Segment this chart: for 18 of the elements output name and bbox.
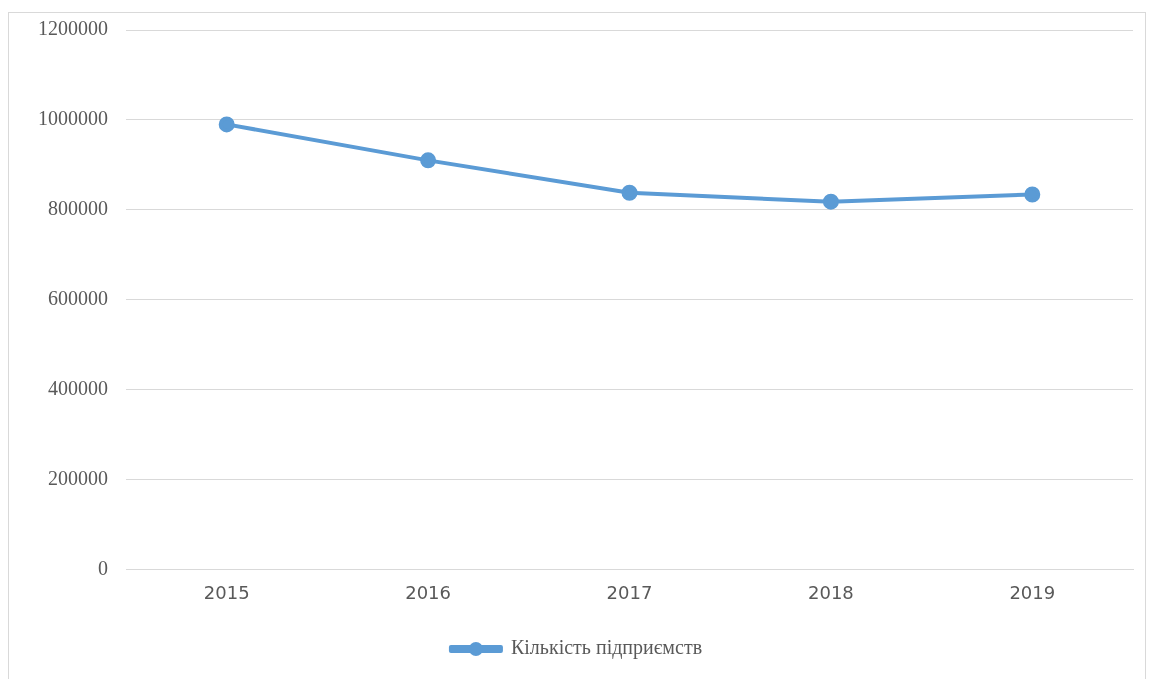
point (1024, 186, 1041, 203)
y-tick-label: 400000 (48, 376, 108, 399)
y-tick-label: 200000 (48, 466, 108, 489)
y-tick-label: 0 (98, 556, 108, 579)
point (822, 193, 839, 210)
legend-label: Кількість підприємств (510, 636, 703, 660)
y-tick-label: 1200000 (38, 17, 108, 40)
y-tick-label: 1000000 (38, 107, 108, 130)
x-tick-label: 2019 (1009, 581, 1056, 603)
point (420, 152, 437, 169)
point (218, 116, 235, 133)
x-tick-label: 2018 (807, 581, 854, 603)
x-tick-label: 2017 (606, 581, 653, 603)
y-tick-label: 600000 (48, 286, 108, 309)
x-tick-label: 2016 (405, 581, 452, 603)
point (621, 184, 638, 201)
x-tick-label: 2015 (203, 581, 250, 603)
y-tick-label: 800000 (48, 197, 108, 220)
